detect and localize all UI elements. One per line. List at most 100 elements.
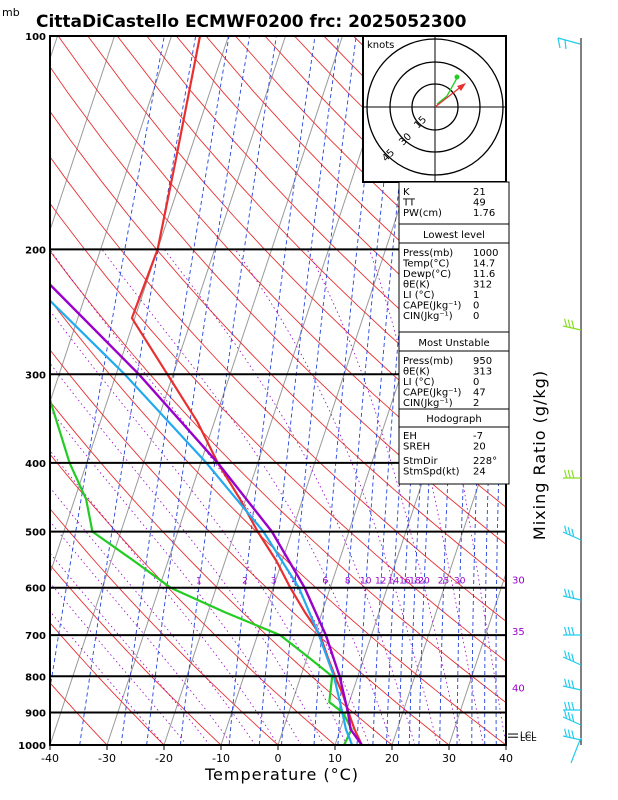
lowest-level-label: LI (°C) [403,290,435,301]
storm-stat-value: 228° [473,456,497,467]
chart-title: CittaDiCastello ECMWF0200 frc: 202505230… [36,12,467,32]
wind-barb [562,710,582,726]
mixing-ratio-tick-label: 14 [388,577,400,587]
index-value: 21 [473,187,486,198]
isotherm-line [50,36,286,745]
mixing-ratio-tick-label: 1 [196,577,202,587]
mixing-ratio-tick-label: 12 [375,577,386,587]
moist-adiabat [50,520,233,745]
dry-adiabat [87,36,506,472]
series-line-dewpoint [50,396,353,745]
theta-tick-label: 40 [512,683,525,694]
lowest-level-value: 1000 [473,248,498,259]
mixing-ratio-tick-label: 8 [345,577,351,587]
dry-adiabat [57,36,506,508]
isotherm-line [448,571,506,745]
wind-barb [562,525,582,541]
lcl-label: LCL [520,731,536,741]
x-tick-label: 0 [275,752,282,765]
wind-barb [562,650,582,666]
dry-adiabat [116,36,506,437]
moist-adiabat [50,310,347,745]
moist-adiabat [50,610,165,745]
mixing-ratio-line [50,36,165,692]
mixing-ratio-tick-label: 18 [409,577,421,587]
most-unstable-value: 2 [473,398,479,409]
wind-barb [563,626,581,636]
x-tick-label: -20 [155,752,173,765]
dry-adiabat [50,682,108,745]
dry-adiabat [50,202,506,662]
indices-box [398,181,510,225]
hodograph-ring [411,83,459,131]
mixing-ratio-tick-label: 10 [360,577,372,587]
mixing-ratio-tick-label: 3 [271,577,277,587]
hodograph-endpoint [454,74,460,80]
moist-adiabat [50,408,302,745]
pressure-tick-label: 500 [25,528,46,539]
x-tick-label: -10 [212,752,230,765]
lowest-level-value: 0 [473,301,479,312]
most-unstable-label: Press(mb) [403,356,453,367]
dry-adiabat [50,508,279,745]
hodograph-ring [366,38,504,176]
most-unstable-title: Most Unstable [418,338,489,349]
hodograph-ring [389,61,481,153]
isotherm-line [50,36,172,404]
hodograph-stat-label: EH [403,431,417,442]
hodograph-trace [436,77,458,105]
y-axis-label-right: Mixing Ratio (g/kg) [530,370,549,540]
wind-barb [557,37,581,50]
storm-stat-value: 24 [473,467,486,478]
storm-motion-arrowhead [457,83,466,91]
moist-adiabat [50,582,188,745]
most-unstable-box [398,331,510,410]
wind-barb [562,318,582,331]
dry-adiabat [50,156,506,622]
index-label: K [403,187,410,198]
lowest-level-label: θE(K) [403,280,430,291]
lowest-level-value: 1 [473,290,479,301]
wind-barb [562,588,582,601]
pressure-tick-label: 300 [25,370,46,381]
mixing-ratio-tick-label: 2 [242,577,248,587]
pressure-tick-label: 1000 [18,741,46,752]
x-axis-label: Temperature (°C) [204,765,359,784]
index-label: PW(cm) [403,208,442,219]
most-unstable-value: 313 [473,367,492,378]
dry-adiabat [50,299,506,745]
most-unstable-label: θE(K) [403,367,430,378]
mixing-ratio-line [313,36,383,745]
mixing-ratio-tick-label: 30 [454,577,466,587]
lcl-label: LCL [520,734,536,744]
hodograph-stats-box [398,408,510,485]
x-tick-label: -30 [98,752,116,765]
lowest-level-label: CIN(Jkg⁻¹) [403,311,453,322]
most-unstable-value: 0 [473,377,479,388]
mixing-ratio-line [337,36,401,745]
isotherm-line [505,743,506,745]
isotherm-line [0,36,1,745]
lowest-level-label: Dewp(°C) [403,269,451,280]
theta-tick-label: 30 [512,576,525,587]
theta-tick-label: 35 [512,627,525,638]
pressure-tick-label: 100 [25,32,46,43]
hodograph-units-label: knots [367,40,394,51]
index-label: TT [402,198,416,209]
wind-barb [563,469,581,479]
lowest-level-title: Lowest level [423,230,485,241]
pressure-tick-label: 400 [25,459,46,470]
dry-adiabat [50,349,450,745]
mixing-ratio-line [120,36,230,745]
index-value: 49 [473,198,486,209]
hodograph-stat-label: SREH [403,442,430,453]
pressure-tick-label: 200 [25,245,46,256]
hodograph-stat-value: 20 [473,442,486,453]
x-tick-label: 30 [442,752,456,765]
lowest-level-label: Temp(°C) [402,259,450,270]
mixing-ratio-tick-label: 20 [418,577,430,587]
most-unstable-value: 47 [473,388,486,399]
pressure-tick-label: 900 [25,709,46,720]
wind-barb [563,701,581,711]
